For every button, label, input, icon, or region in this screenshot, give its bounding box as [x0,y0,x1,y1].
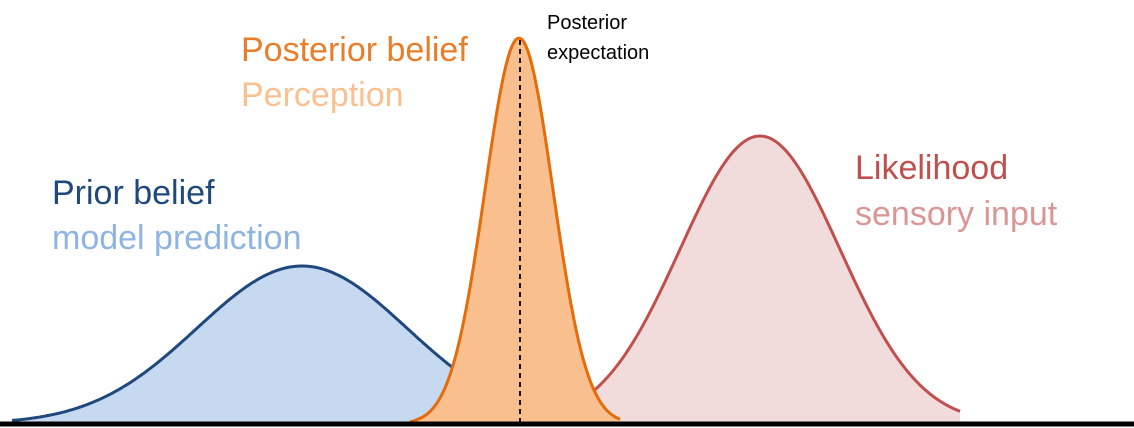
prior-belief-title: Prior belief [52,174,215,212]
posterior-belief-title: Posterior belief [241,31,468,69]
posterior-expectation-label-line1: Posterior [547,12,628,34]
posterior-belief-subtitle: Perception [241,76,404,114]
likelihood-distribution-fill [520,136,960,424]
likelihood-subtitle: sensory input [855,195,1058,233]
posterior-distribution-curve [409,36,621,424]
posterior-expectation-label-line2: expectation [547,42,650,64]
prior-belief-subtitle: model prediction [52,219,302,257]
likelihood-title: Likelihood [855,149,1009,187]
